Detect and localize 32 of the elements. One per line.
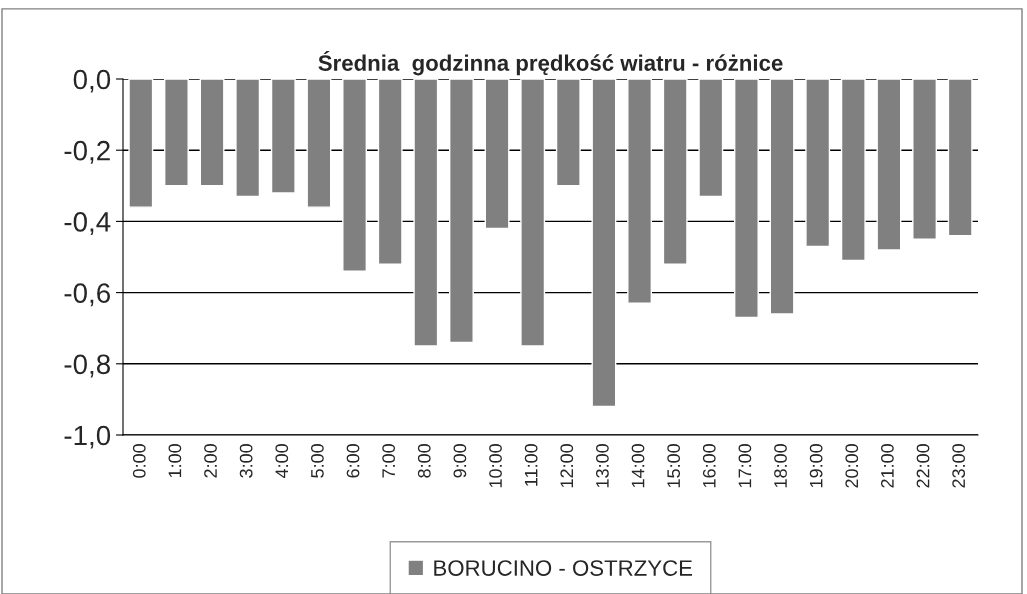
x-tick-label: 20:00	[845, 444, 859, 488]
x-tick-label: 5:00	[311, 444, 324, 478]
x-tick-label: 13:00	[596, 444, 609, 488]
x-tick-label: 21:00	[881, 444, 894, 488]
x-tick-label: 1:00	[168, 444, 182, 478]
x-tick-label: 7:00	[382, 444, 396, 478]
y-tick-label: -0,6	[64, 283, 110, 307]
y-tick-label: -0,4	[64, 212, 111, 236]
x-tick-label: 16:00	[702, 444, 716, 488]
x-tick-label: 12:00	[560, 444, 574, 488]
x-tick-label: 19:00	[809, 444, 823, 488]
x-tick-label: 0:00	[132, 444, 146, 478]
y-tick-label: -1,0	[64, 425, 111, 449]
y-tick-label: 0,0	[73, 69, 111, 93]
x-tick-label: 6:00	[346, 444, 360, 478]
x-tick-label: 18:00	[774, 444, 787, 488]
x-tick-label: 3:00	[239, 444, 253, 478]
x-tick-label: 11:00	[524, 444, 538, 486]
x-tick-label: 14:00	[631, 444, 645, 488]
x-tick-label: 22:00	[916, 444, 930, 488]
y-tick-label: -0,8	[64, 354, 110, 378]
x-tick-label: 9:00	[453, 444, 467, 478]
x-tick-label: 4:00	[275, 444, 289, 479]
x-tick-label: 17:00	[738, 444, 752, 488]
y-tick-label: -0,2	[64, 140, 110, 164]
legend-label: BORUCINO - OSTRZYCE	[434, 560, 693, 576]
x-tick-label: 15:00	[667, 444, 681, 488]
x-tick-label: 2:00	[204, 444, 217, 478]
x-tick-label: 23:00	[952, 444, 966, 488]
x-tick-label: 10:00	[489, 444, 502, 488]
chart-title: Średnia godzinna prędkość wiatru - różnice	[318, 50, 783, 76]
x-tick-label: 8:00	[417, 444, 431, 478]
